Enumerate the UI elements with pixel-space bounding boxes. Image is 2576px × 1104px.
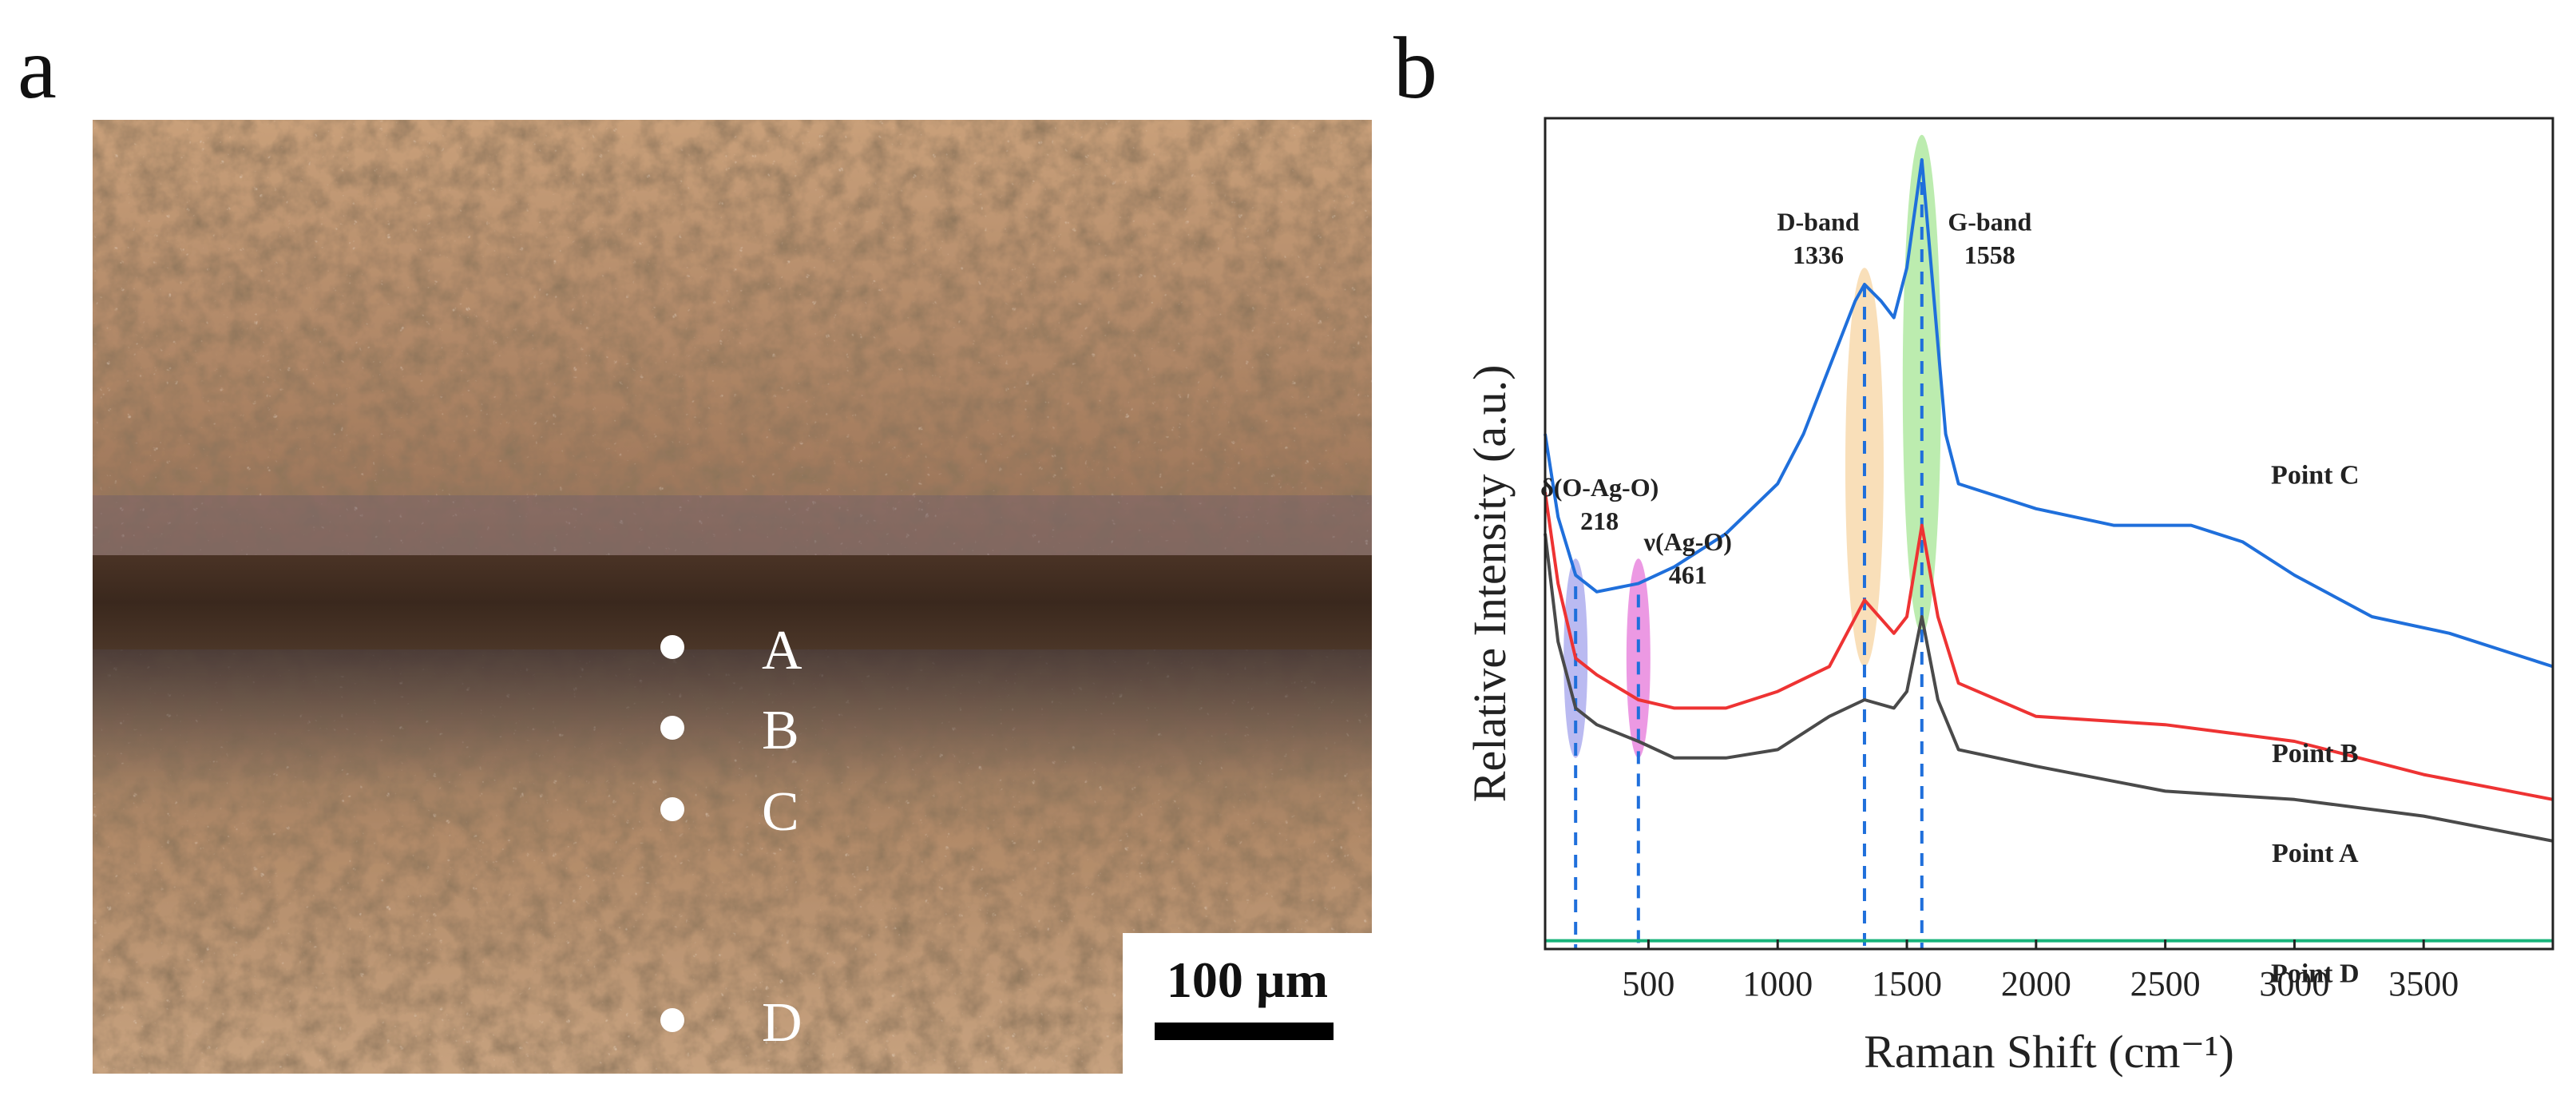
scale-bar-label: 100 µm <box>1166 951 1329 1008</box>
peak-annotation-name: D-band <box>1777 207 1859 236</box>
spectra-series <box>1544 158 2554 943</box>
point-d-label: D <box>762 992 803 1054</box>
point-c-label: C <box>762 781 799 843</box>
scale-bar <box>1155 1023 1334 1040</box>
point-b-line <box>1544 491 2554 801</box>
raman-chart: 500 1000 1500 2000 2500 3000 3500 Raman Shift … <box>1464 117 2554 1078</box>
series-label: Point A <box>2272 839 2359 868</box>
point-a-line <box>1544 533 2554 843</box>
series-labels: Point C Point B Point A Point D <box>2271 461 2360 989</box>
peak-annotation-value: 461 <box>1669 560 1707 589</box>
point-b-label: B <box>762 700 799 761</box>
y-axis-title: Relative Intensity (a.u.) <box>1464 365 1516 803</box>
band-highlight <box>1626 558 1651 758</box>
band-highlights <box>1563 134 1941 758</box>
x-tick-label: 2500 <box>2130 964 2201 1003</box>
scale-bar-box: 100 µm <box>1123 933 1372 1074</box>
panel-a-letter: a <box>18 19 57 117</box>
x-axis-title: Raman Shift (cm⁻¹) <box>1864 1026 2234 1078</box>
micrograph-image <box>93 120 1372 1074</box>
panel-b-letter: b <box>1393 19 1437 117</box>
peak-annotation-value: 1336 <box>1793 240 1844 269</box>
x-tick-label: 500 <box>1622 964 1674 1003</box>
point-c-marker <box>660 797 684 821</box>
point-a-marker <box>660 635 684 659</box>
peak-annotation-name: G-band <box>1948 207 2031 236</box>
x-tick-label: 3000 <box>2259 964 2329 1003</box>
point-a-label: A <box>762 620 803 681</box>
peak-drop-lines <box>1574 160 1924 949</box>
micrograph: A B C D 100 µm <box>93 120 1372 1074</box>
x-axis-ticks: 500 1000 1500 2000 2500 3000 3500 <box>1622 939 2459 1003</box>
x-tick-label: 2000 <box>2001 964 2071 1003</box>
series-label: Point B <box>2272 739 2359 768</box>
plot-frame <box>1544 117 2554 951</box>
x-tick-label: 3500 <box>2388 964 2459 1003</box>
peak-annotation-name: δ(O-Ag-O) <box>1540 473 1659 502</box>
series-label: Point D <box>2271 959 2360 989</box>
series-label: Point C <box>2271 461 2360 490</box>
peak-annotation-name: ν(Ag-O) <box>1643 527 1732 556</box>
peak-annotation-value: 1558 <box>1964 240 2015 269</box>
x-tick-label: 1500 <box>1872 964 1942 1003</box>
point-b-marker <box>660 716 684 740</box>
peak-annotation-value: 218 <box>1580 506 1619 535</box>
point-c-line <box>1544 158 2554 669</box>
x-tick-label: 1000 <box>1742 964 1813 1003</box>
peak-annotations: δ(O-Ag-O) 218 ν(Ag-O) 461 D-band 1336 G-band 15… <box>1540 207 2031 589</box>
point-d-marker <box>660 1008 684 1032</box>
